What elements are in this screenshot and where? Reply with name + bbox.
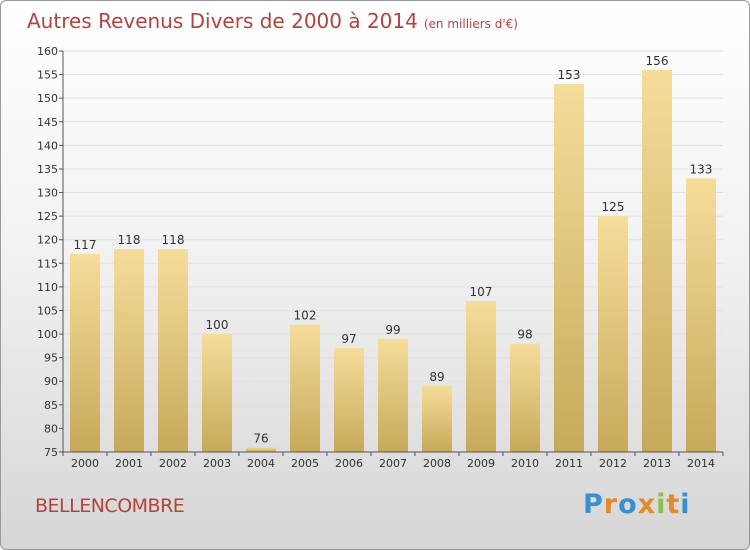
bar bbox=[378, 338, 408, 452]
data-label: 76 bbox=[253, 431, 268, 445]
y-tick-label: 140 bbox=[37, 139, 58, 152]
data-label: 156 bbox=[646, 54, 669, 68]
y-tick-label: 100 bbox=[37, 328, 58, 341]
axes bbox=[62, 51, 723, 453]
x-tick-label: 2001 bbox=[115, 457, 143, 470]
logo-letter: x bbox=[637, 489, 657, 520]
y-tick-label: 160 bbox=[37, 45, 58, 58]
bar bbox=[466, 301, 496, 452]
y-tick-label: 125 bbox=[37, 210, 58, 223]
logo-letter: t bbox=[666, 489, 681, 520]
data-label: 153 bbox=[558, 68, 581, 82]
data-label: 99 bbox=[385, 323, 400, 337]
bar bbox=[642, 69, 672, 452]
logo-letter: P bbox=[583, 489, 604, 520]
x-tick-label: 2004 bbox=[247, 457, 275, 470]
bar bbox=[158, 249, 188, 452]
x-tick-label: 2011 bbox=[555, 457, 583, 470]
x-tick-label: 2007 bbox=[379, 457, 407, 470]
title-text: Autres Revenus Divers de 2000 à 2014 bbox=[27, 9, 418, 33]
data-label: 125 bbox=[602, 200, 625, 214]
x-axis-ticks: 2000 2001 2002 2003 2004 2005 2006 2007 2008 2009… bbox=[62, 452, 724, 470]
y-tick-label: 95 bbox=[44, 352, 58, 365]
data-label: 118 bbox=[162, 233, 185, 247]
x-tick-label: 2012 bbox=[599, 457, 627, 470]
logo-letter: r bbox=[603, 489, 619, 520]
chart-title: Autres Revenus Divers de 2000 à 2014 (en … bbox=[27, 9, 518, 33]
x-tick-label: 2008 bbox=[423, 457, 451, 470]
y-tick-label: 145 bbox=[37, 116, 58, 129]
y-tick-label: 80 bbox=[44, 422, 58, 435]
bar bbox=[70, 253, 100, 452]
bar bbox=[554, 84, 584, 452]
logo-letter: i bbox=[656, 489, 667, 520]
x-tick-label: 2003 bbox=[203, 457, 231, 470]
bar bbox=[290, 324, 320, 452]
bar bbox=[114, 249, 144, 452]
x-tick-label: 2002 bbox=[159, 457, 187, 470]
data-label: 97 bbox=[341, 332, 356, 346]
y-tick-label: 120 bbox=[37, 234, 58, 247]
x-tick-label: 2009 bbox=[467, 457, 495, 470]
data-label: 117 bbox=[74, 238, 97, 252]
y-tick-label: 75 bbox=[44, 446, 58, 459]
data-label: 107 bbox=[470, 285, 493, 299]
bar bbox=[686, 178, 716, 452]
bar bbox=[246, 447, 276, 452]
x-tick-label: 2014 bbox=[687, 457, 715, 470]
data-label: 102 bbox=[294, 309, 317, 323]
y-tick-label: 130 bbox=[37, 187, 58, 200]
bar bbox=[202, 334, 232, 452]
logo-letter: o bbox=[618, 489, 638, 520]
bar bbox=[510, 343, 540, 452]
bar bbox=[598, 216, 628, 452]
title-unit: (en milliers d'€) bbox=[423, 17, 518, 31]
data-labels: 117 118 118 100 76 102 97 99 89 107 98 153 125 156 133 bbox=[74, 54, 713, 445]
bar bbox=[334, 348, 364, 452]
y-tick-label: 90 bbox=[44, 375, 58, 388]
x-tick-label: 2005 bbox=[291, 457, 319, 470]
logo-letter: i bbox=[680, 489, 691, 520]
bar bbox=[422, 385, 452, 452]
y-tick-label: 105 bbox=[37, 304, 58, 317]
y-tick-label: 155 bbox=[37, 69, 58, 82]
data-label: 89 bbox=[429, 370, 444, 384]
data-label: 133 bbox=[690, 162, 713, 176]
y-axis-ticks: 75 80 85 90 95 100 105 110 115 120 125 130 135 140 145… bbox=[37, 45, 63, 459]
y-tick-label: 115 bbox=[37, 257, 58, 270]
y-tick-label: 135 bbox=[37, 163, 58, 176]
x-tick-label: 2006 bbox=[335, 457, 363, 470]
x-tick-label: 2013 bbox=[643, 457, 671, 470]
bars bbox=[70, 69, 716, 452]
x-tick-label: 2000 bbox=[71, 457, 99, 470]
data-label: 98 bbox=[517, 327, 532, 341]
y-tick-label: 110 bbox=[37, 281, 58, 294]
y-tick-label: 85 bbox=[44, 399, 58, 412]
x-tick-label: 2010 bbox=[511, 457, 539, 470]
place-name: BELLENCOMBRE bbox=[35, 495, 185, 517]
y-tick-label: 150 bbox=[37, 92, 58, 105]
data-label: 118 bbox=[118, 233, 141, 247]
data-label: 100 bbox=[206, 318, 229, 332]
proxiti-logo: Proxiti bbox=[583, 489, 691, 520]
